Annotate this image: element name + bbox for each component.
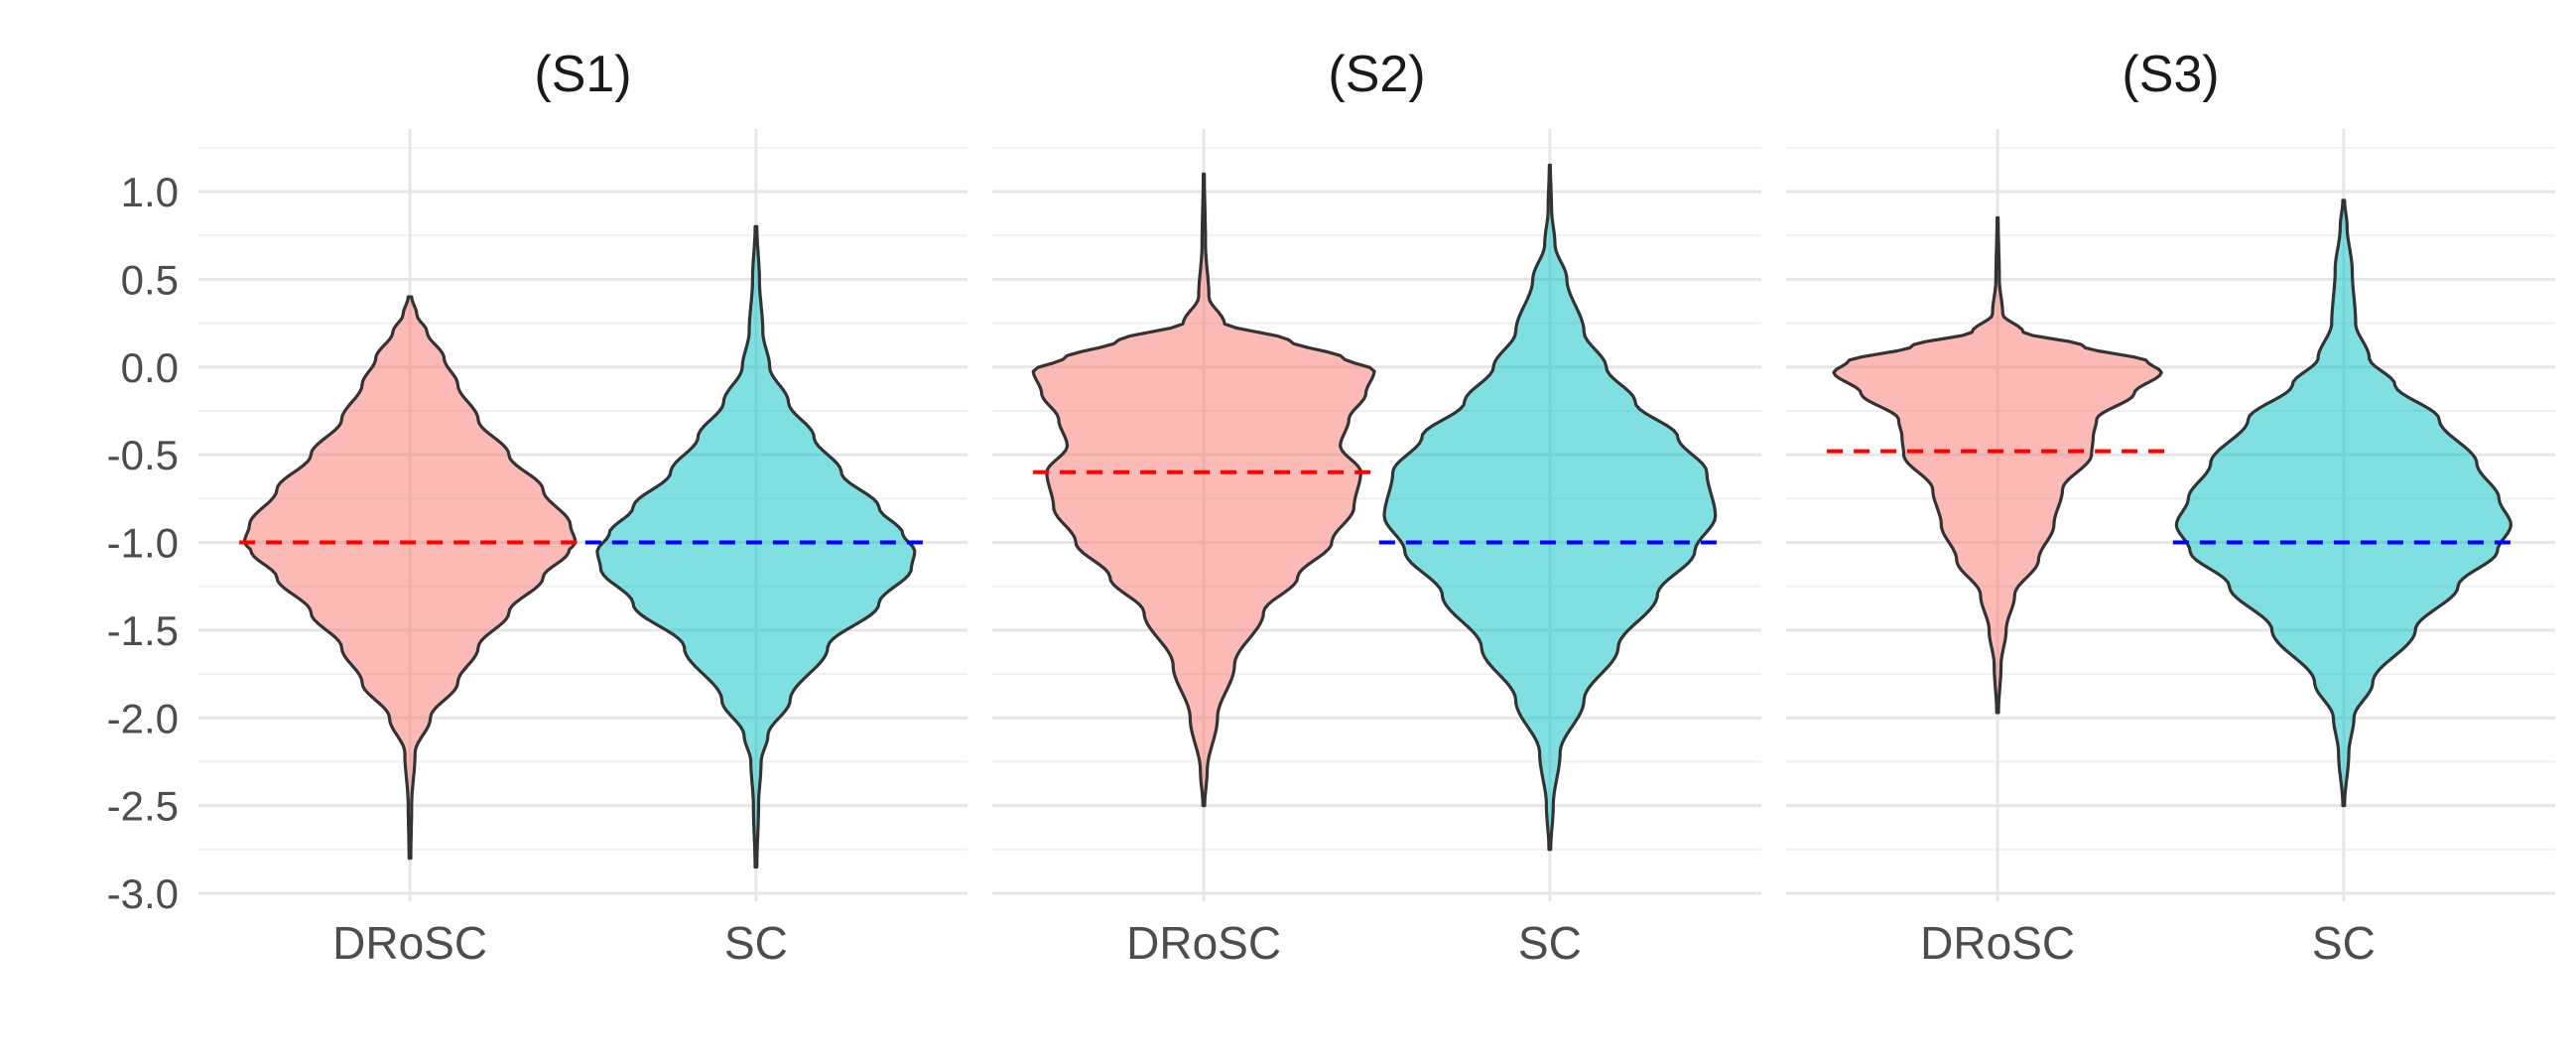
grid (1786, 129, 2555, 901)
y-axis: 1.0 0.5 0.0 -0.5 -1.0 -1.5 -2.0 -2.5 -3.0 (107, 169, 179, 917)
y-tick-label: -1.0 (107, 520, 179, 567)
y-tick-label: -1.5 (107, 607, 179, 654)
violin-sc (595, 224, 917, 869)
x-tick-label: DRoSC (332, 917, 487, 969)
violin-drosc (1832, 215, 2163, 715)
violin-sc (1382, 163, 1718, 852)
y-tick-label: 1.0 (121, 169, 179, 215)
violin-drosc (1031, 172, 1376, 808)
x-tick-label: SC (1518, 917, 1582, 969)
panel-title: (S1) (534, 46, 631, 103)
panel-1: (S1) DRoSC SC (198, 46, 967, 969)
y-tick-label: -0.5 (107, 432, 179, 478)
panels-layer: (S1) DRoSC SC (S2) DRoSC SC (S3) DRoSC SC (198, 46, 2555, 969)
violin-sc (2174, 199, 2512, 808)
panel-2: (S2) DRoSC SC (992, 46, 1761, 969)
y-tick-label: 0.5 (121, 256, 179, 303)
x-tick-label: DRoSC (1920, 917, 2075, 969)
x-tick-label: SC (724, 917, 788, 969)
y-tick-label: -2.5 (107, 783, 179, 830)
y-tick-label: -3.0 (107, 870, 179, 917)
panel-3: (S3) DRoSC SC (1786, 46, 2555, 969)
x-tick-label: DRoSC (1126, 917, 1281, 969)
panel-title: (S3) (2122, 46, 2219, 103)
violin-drosc (242, 295, 578, 861)
y-tick-label: -2.0 (107, 695, 179, 741)
y-tick-label: 0.0 (121, 344, 179, 391)
x-tick-label: SC (2312, 917, 2376, 969)
panel-title: (S2) (1328, 46, 1425, 103)
